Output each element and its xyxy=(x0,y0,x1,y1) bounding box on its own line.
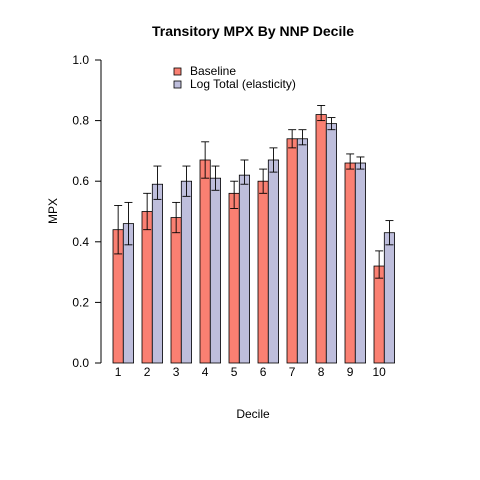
bar-log-total-7 xyxy=(296,138,308,364)
bar-baseline-7 xyxy=(286,138,298,364)
x-tick-label: 8 xyxy=(318,365,325,379)
bar-baseline-3 xyxy=(170,217,182,364)
x-axis-label: Decile xyxy=(236,407,270,421)
x-tick-label: 4 xyxy=(202,365,209,379)
y-axis: 0.0 0.2 0.4 0.6 0.8 1.0 xyxy=(72,53,102,370)
bar-log-total-4 xyxy=(209,177,222,364)
y-tick-label: 0.4 xyxy=(72,235,89,249)
x-tick-label: 10 xyxy=(372,365,386,379)
bar-log-total-2 xyxy=(151,183,164,364)
bar-baseline-10 xyxy=(373,265,385,364)
legend-swatch xyxy=(173,67,182,76)
x-tick-label: 6 xyxy=(260,365,267,379)
bar-baseline-5 xyxy=(228,192,240,364)
x-tick-label: 7 xyxy=(289,365,296,379)
y-tick-label: 0.8 xyxy=(72,114,89,128)
bar-log-total-3 xyxy=(180,180,193,364)
y-tick-label: 0.6 xyxy=(72,174,89,188)
x-axis-tick-labels: 1 2 3 4 5 6 7 8 9 10 xyxy=(115,365,386,379)
bar-baseline-9 xyxy=(344,162,356,364)
chart-title: Transitory MPX By NNP Decile xyxy=(152,23,354,39)
y-tick-label: 0.2 xyxy=(72,295,89,309)
legend-label: Log Total (elasticity) xyxy=(190,77,296,91)
bar-baseline-4 xyxy=(199,159,211,364)
bar-baseline-2 xyxy=(141,211,153,364)
error-bars xyxy=(114,104,394,279)
bar-baseline-8 xyxy=(315,114,327,364)
y-tick-label: 0.0 xyxy=(72,356,89,370)
x-tick-label: 9 xyxy=(347,365,354,379)
x-tick-label: 2 xyxy=(144,365,151,379)
x-tick-label: 5 xyxy=(231,365,238,379)
bar-log-total-10 xyxy=(383,232,395,364)
bar-log-total-8 xyxy=(325,123,337,364)
bar-log-total-9 xyxy=(354,162,366,364)
x-tick-label: 3 xyxy=(173,365,180,379)
bars xyxy=(112,114,395,364)
legend-label: Baseline xyxy=(190,64,236,78)
legend-swatch xyxy=(173,80,182,89)
x-tick-label: 1 xyxy=(115,365,122,379)
bar-baseline-6 xyxy=(257,180,269,364)
y-tick-label: 1.0 xyxy=(72,53,89,67)
bar-log-total-6 xyxy=(267,159,279,364)
y-axis-label: MPX xyxy=(46,198,60,224)
bar-log-total-5 xyxy=(238,174,251,364)
